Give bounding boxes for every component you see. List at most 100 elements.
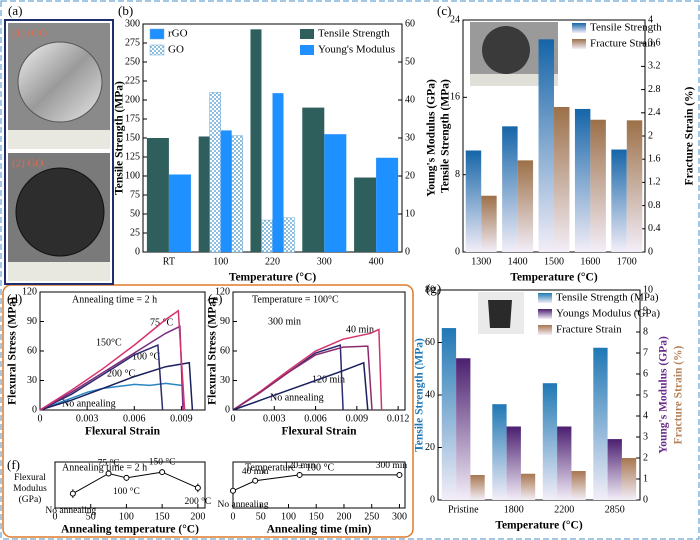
x-tick-label: 300: [317, 256, 332, 267]
x-axis-label: Annealing time (min): [267, 524, 372, 536]
data-point: [105, 470, 112, 477]
x-tick-label: 50: [86, 511, 96, 522]
bar: [607, 439, 622, 500]
legend-label: Youngs Modulus (GPa): [556, 308, 660, 320]
bar: [456, 358, 471, 500]
x-tick-label: 100: [119, 511, 134, 522]
y-tick-label: 30: [27, 375, 37, 386]
y-tick-label: 40: [425, 389, 435, 400]
x-tick-label: 400: [369, 256, 384, 267]
bar: [250, 29, 262, 252]
data-point: [230, 487, 236, 494]
y-tick-label: 0: [225, 404, 230, 415]
panel-label: (f): [7, 457, 20, 472]
bar: [506, 426, 521, 500]
y2-tick-label: 0.8: [648, 200, 661, 211]
ruler: [470, 74, 558, 86]
bar: [542, 383, 558, 500]
x-tick-label: 0.003: [76, 413, 99, 424]
legend-label: Tensile Strength (MPa): [556, 292, 659, 304]
group-border: [2, 284, 414, 538]
y-tick-label: 24: [450, 14, 460, 25]
x-tick-label: 200: [190, 511, 205, 522]
legend-swatch: [572, 23, 586, 33]
bar: [324, 134, 347, 252]
legend-swatch: [149, 44, 165, 56]
y-tick-label: 250: [125, 56, 140, 67]
point-label: 75 °C: [98, 458, 120, 469]
y-tick-label: 200: [125, 94, 140, 105]
legend-label: Tensile Strength: [590, 22, 662, 34]
legend-label: GO: [168, 44, 184, 56]
y-tick-label: 16: [450, 92, 460, 103]
x-tick-label: 0.012: [387, 413, 410, 424]
x-tick-label: 0: [231, 413, 236, 424]
annotation: 150°C: [96, 337, 122, 348]
y2-tick-label: 4: [643, 410, 648, 421]
data-point: [396, 471, 403, 478]
x-tick-label: 0: [53, 511, 58, 522]
line-series: [232, 361, 369, 411]
y-tick-label: 0: [430, 494, 435, 505]
panel-label: (e): [208, 291, 222, 306]
legend-swatch: [300, 29, 314, 39]
x-tick-label: 0.006: [304, 413, 327, 424]
point-label: No annealing: [218, 500, 269, 510]
x-tick-label: 0: [38, 413, 43, 424]
bar: [492, 404, 507, 500]
panel-label: (d): [7, 291, 22, 306]
point-label: 150 °C: [149, 456, 176, 467]
plot-frame: [232, 461, 406, 509]
y-tick-label: 0: [455, 246, 460, 257]
bar: [502, 126, 518, 252]
legend-label: Tensile Strength: [318, 28, 390, 40]
data-point: [159, 469, 166, 476]
y2-tick-label: 1.6: [648, 153, 661, 164]
line-series: [39, 382, 182, 411]
bar: [481, 195, 497, 252]
y2-tick-label: 60: [405, 18, 415, 29]
x-tick-label: 100: [281, 511, 296, 522]
x-tick-label: 300: [392, 511, 407, 522]
bar: [621, 458, 637, 500]
y-axis-label: Flexural Stress (MPa): [7, 297, 19, 405]
x-tick-label: 100: [213, 256, 228, 267]
x-tick-label: 0: [231, 511, 236, 522]
bar: [220, 130, 232, 252]
y2-tick-label: 2: [643, 452, 648, 463]
point-label: 100 °C: [113, 486, 140, 497]
bar: [626, 120, 643, 252]
point-label: 300 min: [376, 461, 408, 471]
x-axis-label: Flexural Strain: [281, 426, 357, 438]
y2-axis-label: Young's Modulus (GPa): [426, 79, 438, 197]
y2-tick-label: 3: [643, 431, 648, 442]
photo-label: (2) GO: [12, 158, 44, 170]
legend-swatch: [149, 28, 165, 40]
x-tick-label: 0.009: [346, 413, 369, 424]
line-series: [39, 309, 186, 411]
panel-label: (g): [426, 281, 441, 296]
line-series: [39, 361, 194, 411]
legend-label: Fracture Strain: [590, 38, 656, 50]
line-series: [232, 474, 400, 492]
inset-disc: [482, 26, 530, 74]
y2-tick-label: 5: [643, 389, 648, 400]
bar: [538, 39, 554, 253]
y-tick-label: 300: [125, 18, 140, 29]
legend-label: rGO: [168, 28, 188, 40]
legend-swatch: [300, 45, 314, 55]
inset-cup: [488, 300, 512, 328]
data-point: [252, 477, 259, 484]
line-series: [39, 344, 164, 411]
y2-tick-label: 2.4: [648, 107, 661, 118]
x-tick-label: 150: [155, 511, 170, 522]
y-tick-label: 175: [125, 113, 140, 124]
bar: [517, 160, 534, 252]
y2-tick-label: 0.4: [648, 223, 661, 234]
x-tick-label: 0.009: [170, 413, 193, 424]
x-tick-label: 1400: [508, 256, 528, 267]
y-tick-label: 225: [125, 75, 140, 86]
legend-swatch: [572, 39, 586, 49]
